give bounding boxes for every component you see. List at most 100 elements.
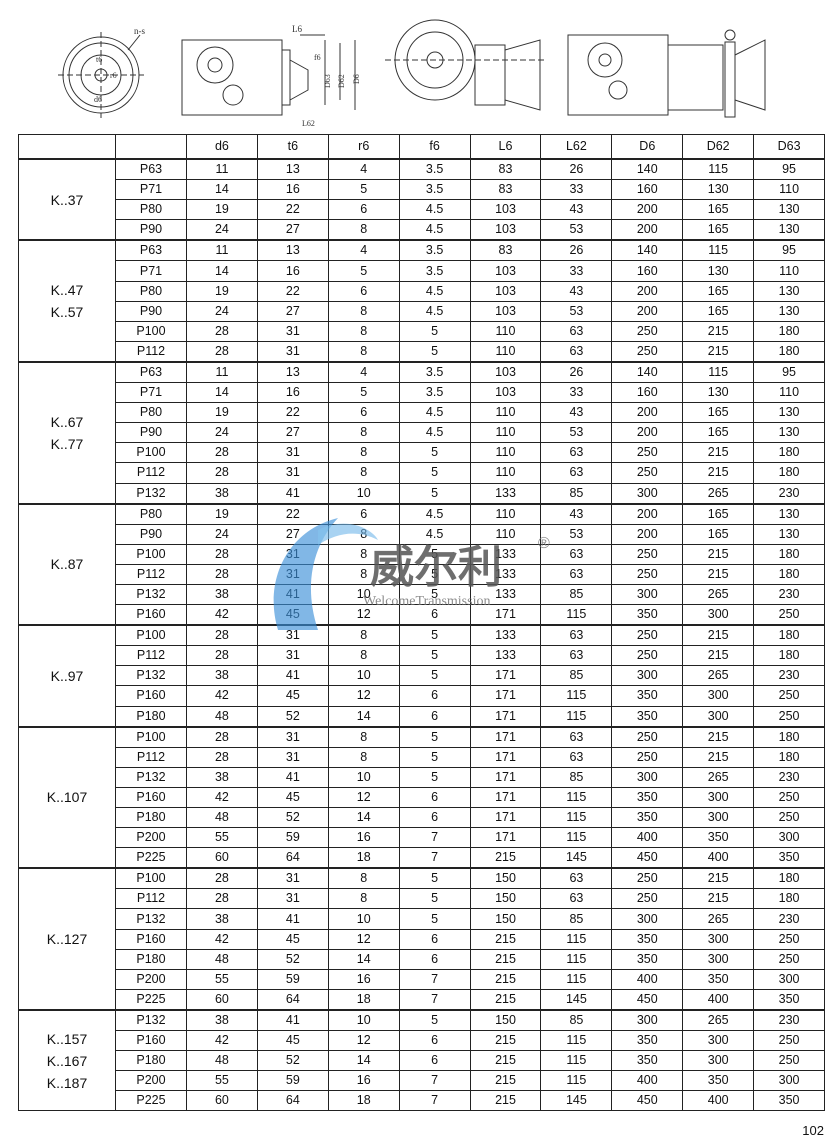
value-cell: 4 bbox=[327, 239, 400, 262]
value-cell: 5 bbox=[398, 725, 471, 748]
value-cell: 250 bbox=[753, 786, 826, 809]
value-cell: 165 bbox=[682, 300, 755, 322]
value-cell: 14 bbox=[327, 705, 400, 728]
model-group-label: K..47 K..57 bbox=[18, 239, 116, 363]
value-cell: 180 bbox=[753, 746, 826, 768]
value-cell: 7 bbox=[398, 1070, 471, 1092]
value-cell: 180 bbox=[753, 725, 826, 748]
value-cell: 12 bbox=[327, 786, 400, 809]
value-cell: 8 bbox=[327, 645, 400, 667]
value-cell: 450 bbox=[611, 1090, 684, 1112]
value-cell: 12 bbox=[327, 604, 400, 626]
value-cell: 230 bbox=[753, 908, 826, 930]
value-cell: 6 bbox=[327, 199, 400, 221]
value-cell: 10 bbox=[327, 583, 400, 606]
value-cell: 52 bbox=[256, 948, 329, 970]
table-row: P200 55 59 16 7 171 115 400 350 300 bbox=[19, 827, 826, 849]
value-cell: 3.5 bbox=[398, 179, 471, 201]
value-cell: 400 bbox=[611, 968, 684, 990]
value-cell: 31 bbox=[256, 543, 329, 565]
value-cell: 28 bbox=[186, 462, 258, 484]
value-cell: 10 bbox=[327, 665, 400, 687]
value-cell: 42 bbox=[186, 786, 258, 809]
table-row: K..157 K..167 K..187 P132 38 41 10 5 150 85 300 265… bbox=[18, 1008, 826, 1112]
motor-flange-cell: P71 bbox=[115, 382, 187, 404]
value-cell: 110 bbox=[469, 502, 542, 525]
motor-flange-cell: P132 bbox=[115, 482, 187, 505]
value-cell: 215 bbox=[682, 746, 755, 768]
value-cell: 250 bbox=[611, 624, 684, 647]
value-cell: 165 bbox=[682, 280, 755, 302]
value-cell: 265 bbox=[682, 766, 755, 788]
model-name: K..87 bbox=[50, 556, 84, 573]
value-cell: 180 bbox=[753, 543, 826, 565]
value-cell: 12 bbox=[327, 1030, 400, 1052]
value-cell: 165 bbox=[682, 422, 755, 444]
column-header: L6 bbox=[469, 134, 542, 160]
value-cell: 103 bbox=[469, 382, 542, 404]
value-cell: 180 bbox=[753, 888, 826, 910]
value-cell: 300 bbox=[611, 665, 684, 687]
value-cell: 110 bbox=[469, 340, 542, 363]
table-row: P132 38 41 10 5 171 85 300 265 230 bbox=[19, 665, 826, 687]
value-cell: 26 bbox=[540, 239, 613, 262]
motor-flange-cell: P90 bbox=[115, 219, 187, 241]
value-cell: 8 bbox=[327, 462, 400, 484]
value-cell: 12 bbox=[327, 685, 400, 707]
value-cell: 215 bbox=[469, 968, 542, 990]
value-cell: 215 bbox=[682, 442, 755, 464]
value-cell: 4.5 bbox=[398, 422, 471, 444]
value-cell: 63 bbox=[540, 624, 613, 647]
value-cell: 250 bbox=[611, 543, 684, 565]
value-cell: 6 bbox=[398, 1030, 471, 1052]
value-cell: 171 bbox=[469, 665, 542, 687]
table-row: K..97 P100 28 31 8 5 133 63 250 215 180 bbox=[18, 624, 826, 728]
value-cell: 53 bbox=[540, 219, 613, 241]
value-cell: 45 bbox=[256, 685, 329, 707]
motor-flange-cell: P80 bbox=[115, 502, 187, 525]
value-cell: 200 bbox=[611, 199, 684, 221]
value-cell: 250 bbox=[753, 806, 826, 829]
value-cell: 14 bbox=[186, 179, 258, 201]
value-cell: 5 bbox=[398, 442, 471, 464]
value-cell: 200 bbox=[611, 300, 684, 322]
value-cell: 165 bbox=[682, 402, 755, 424]
value-cell: 300 bbox=[682, 928, 755, 950]
value-cell: 215 bbox=[682, 867, 755, 890]
value-cell: 115 bbox=[682, 158, 755, 181]
value-cell: 48 bbox=[186, 806, 258, 829]
value-cell: 26 bbox=[540, 360, 613, 384]
value-cell: 180 bbox=[753, 320, 826, 342]
table-row: P160 42 45 12 6 171 115 350 300 250 bbox=[19, 685, 826, 707]
value-cell: 8 bbox=[327, 563, 400, 585]
value-cell: 8 bbox=[327, 442, 400, 464]
value-cell: 110 bbox=[469, 462, 542, 484]
table-row: P132 38 41 10 5 150 85 300 265 230 bbox=[19, 908, 826, 930]
value-cell: 45 bbox=[256, 604, 329, 626]
value-cell: 7 bbox=[398, 847, 471, 869]
motor-flange-cell: P200 bbox=[115, 968, 187, 990]
motor-flange-cell: P112 bbox=[115, 746, 187, 768]
value-cell: 28 bbox=[186, 340, 258, 363]
value-cell: 5 bbox=[398, 583, 471, 606]
value-cell: 130 bbox=[753, 402, 826, 424]
value-cell: 24 bbox=[186, 422, 258, 444]
value-cell: 8 bbox=[327, 867, 400, 890]
value-cell: 300 bbox=[682, 1030, 755, 1052]
column-header: d6 bbox=[186, 134, 258, 160]
value-cell: 250 bbox=[611, 563, 684, 585]
table-row: K..107 P100 28 31 8 5 171 63 250 215 180 bbox=[18, 725, 826, 869]
value-cell: 300 bbox=[611, 583, 684, 606]
value-cell: 250 bbox=[753, 705, 826, 728]
value-cell: 250 bbox=[753, 1050, 826, 1072]
value-cell: 103 bbox=[469, 280, 542, 302]
label-n-s: n-s bbox=[134, 26, 145, 36]
value-cell: 8 bbox=[327, 340, 400, 363]
value-cell: 115 bbox=[540, 705, 613, 728]
motor-flange-cell: P100 bbox=[115, 867, 187, 890]
value-cell: 3.5 bbox=[398, 239, 471, 262]
value-cell: 115 bbox=[540, 948, 613, 970]
value-cell: 115 bbox=[540, 827, 613, 849]
label-t6: t6 bbox=[96, 55, 102, 64]
value-cell: 63 bbox=[540, 645, 613, 667]
